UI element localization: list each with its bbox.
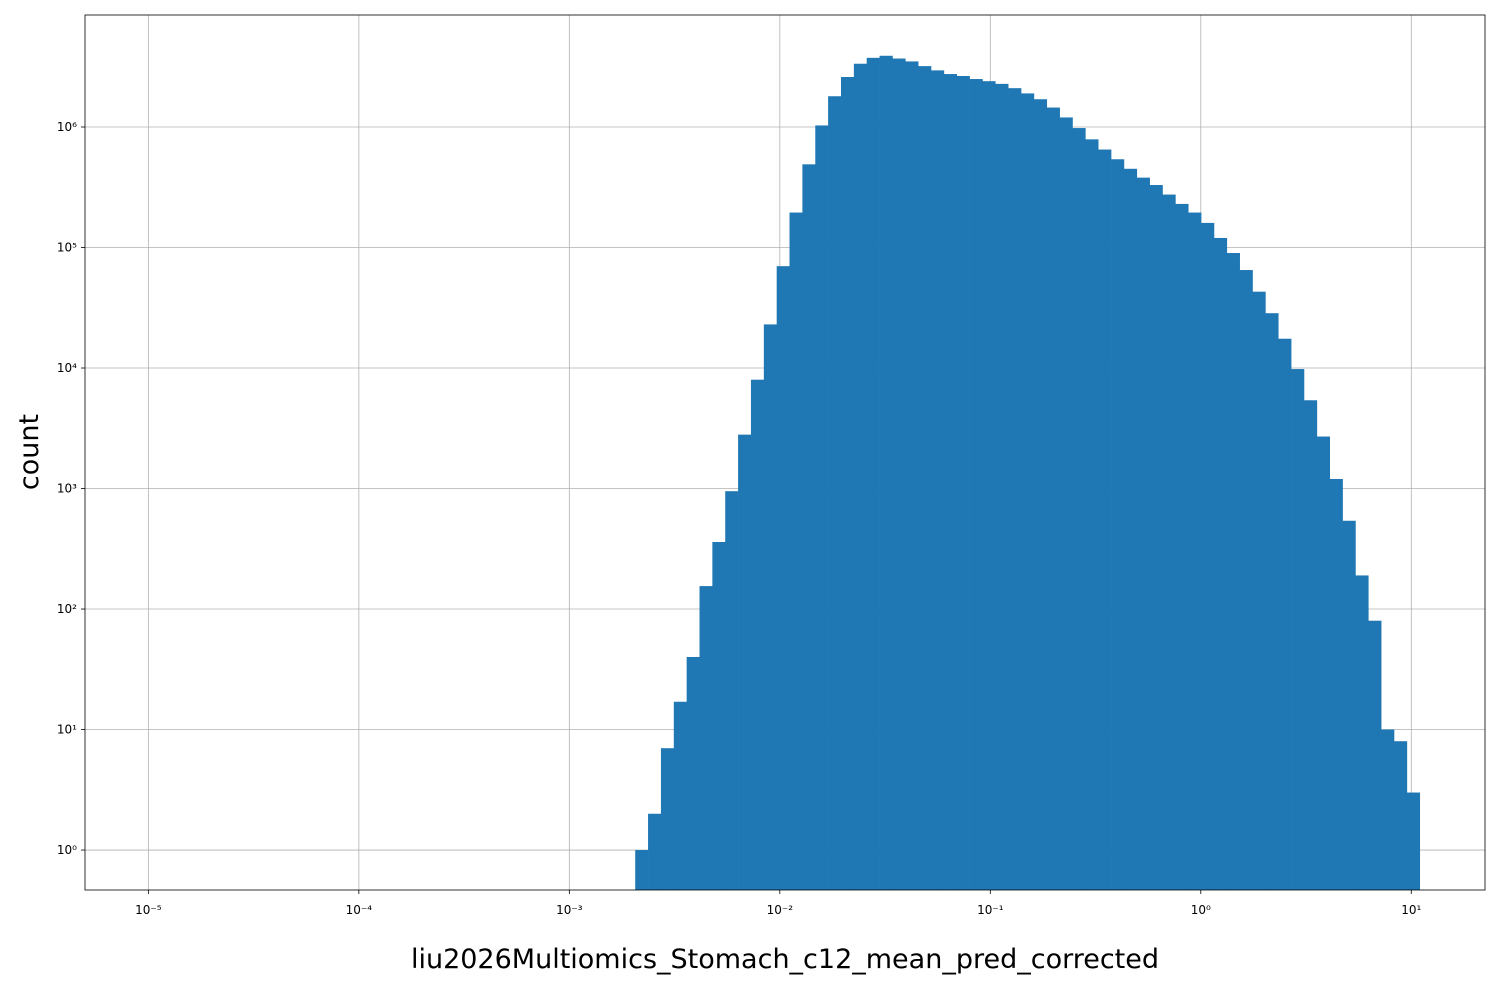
bar: [763, 324, 777, 891]
bar: [660, 748, 675, 890]
bar: [1239, 270, 1253, 890]
bar: [1046, 107, 1060, 891]
y-tick-label: 10²: [57, 602, 77, 616]
bar: [738, 434, 752, 890]
bar: [1085, 139, 1099, 890]
bar: [879, 55, 893, 891]
bar: [956, 75, 970, 891]
bar: [802, 164, 816, 891]
bar: [931, 70, 945, 891]
bar: [1368, 620, 1382, 890]
bar: [1008, 88, 1022, 890]
y-tick-label: 10⁶: [57, 120, 77, 134]
bar: [673, 701, 687, 890]
bar: [1201, 222, 1215, 891]
bar: [776, 266, 790, 891]
bar: [1175, 203, 1189, 890]
bar: [982, 81, 996, 890]
bar: [789, 212, 803, 890]
bar: [918, 66, 932, 890]
bar: [1123, 168, 1138, 890]
bar: [1355, 575, 1369, 890]
bar: [1316, 436, 1331, 890]
bar: [725, 491, 739, 890]
bar: [1136, 177, 1150, 890]
bar: [648, 813, 662, 890]
bar: [1033, 99, 1048, 890]
bar: [1021, 93, 1035, 891]
bar: [1265, 313, 1279, 891]
bar: [699, 586, 713, 890]
bar: [1059, 117, 1073, 890]
bar: [841, 76, 855, 891]
plot-area: [85, 15, 1485, 891]
x-tick-label: 10⁰: [1191, 903, 1211, 917]
bar: [1342, 520, 1356, 890]
bar: [995, 83, 1009, 890]
y-tick-label: 10⁰: [57, 843, 77, 857]
bar: [635, 850, 649, 890]
y-tick-label: 10⁴: [57, 361, 77, 375]
bar: [1303, 400, 1318, 890]
y-tick-label: 10¹: [57, 723, 77, 737]
bar: [1111, 159, 1125, 891]
x-tick-label: 10⁻¹: [977, 903, 1004, 917]
bar: [828, 96, 842, 890]
bar: [712, 541, 726, 890]
bar: [1291, 369, 1305, 890]
bar: [750, 379, 765, 890]
bar: [1394, 741, 1408, 890]
bar: [1188, 212, 1202, 890]
bar: [1381, 729, 1395, 890]
y-tick-label: 10⁵: [57, 241, 77, 255]
y-axis-label: count: [14, 414, 45, 490]
x-tick-label: 10¹: [1401, 903, 1421, 917]
bar: [1098, 149, 1112, 891]
x-tick-label: 10⁻²: [767, 903, 794, 917]
bar: [1252, 291, 1266, 891]
bar: [1278, 338, 1292, 891]
x-axis-label: liu2026Multiomics_Stomach_c12_mean_pred_…: [411, 944, 1159, 975]
x-tick-label: 10⁻⁴: [346, 903, 373, 917]
bar: [815, 125, 829, 890]
bar: [1149, 185, 1163, 891]
bar: [1162, 194, 1176, 891]
bar: [905, 61, 919, 891]
bar: [853, 63, 868, 891]
bar: [1406, 792, 1421, 890]
bar: [866, 57, 880, 891]
bar: [1072, 128, 1086, 891]
bar: [969, 79, 983, 891]
bar: [892, 58, 906, 891]
bar: [943, 74, 958, 890]
x-tick-label: 10⁻³: [556, 903, 583, 917]
y-tick-label: 10³: [57, 482, 77, 496]
x-tick-label: 10⁻⁵: [135, 903, 162, 917]
axes-frame: [84, 14, 1486, 891]
bar: [686, 656, 700, 890]
bar: [1226, 253, 1240, 891]
bar: [1213, 237, 1228, 891]
bar: [1329, 478, 1343, 890]
